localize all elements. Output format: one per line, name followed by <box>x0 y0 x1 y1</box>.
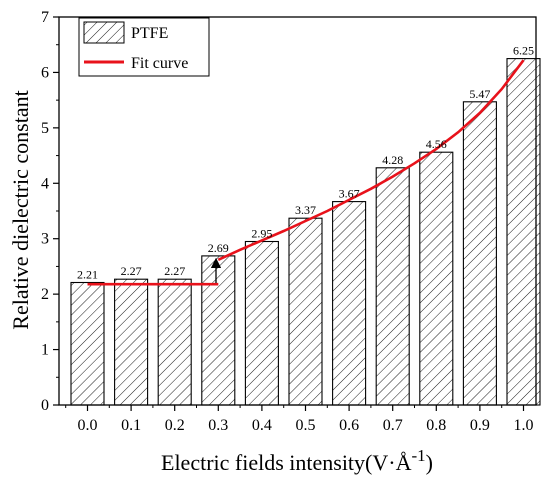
fit-curve-group <box>87 59 525 286</box>
x-axis: 0.0 0.1 0.2 0.3 0.4 0.5 0.6 0.7 0.8 0.9 1.0 <box>65 405 534 434</box>
y-tick-label-6: 6 <box>41 64 49 81</box>
x-tick-label-0.5: 0.5 <box>296 417 316 434</box>
y-tick-label-3: 3 <box>41 231 49 248</box>
x-axis-title-suffix: ) <box>426 450 433 475</box>
bar-0.0 <box>70 281 105 406</box>
x-tick-label-0.9: 0.9 <box>470 417 490 434</box>
x-tick-label-0.3: 0.3 <box>208 417 228 434</box>
y-tick-label-5: 5 <box>41 120 49 137</box>
y-tick-label-0: 0 <box>41 397 49 414</box>
x-axis-title-superscript: -1 <box>411 446 425 465</box>
bar-0.5 <box>288 217 323 406</box>
x-tick-label-0.0: 0.0 <box>78 417 98 434</box>
bar-0.4 <box>244 240 279 406</box>
legend: PTFE Fit curve <box>78 17 210 77</box>
x-tick-label-0.7: 0.7 <box>383 417 403 434</box>
data-label-0.6: 3.67 <box>339 187 360 201</box>
x-tick-label-0.4: 0.4 <box>252 417 272 434</box>
bar-group <box>70 58 541 406</box>
legend-label-fit-curve: Fit curve <box>131 55 188 72</box>
bar-0.3 <box>201 255 236 406</box>
data-label-1.0: 6.25 <box>513 44 534 58</box>
data-label-0.9: 5.47 <box>469 87 490 101</box>
bar-0.1 <box>114 278 149 406</box>
x-tick-label-0.1: 0.1 <box>121 417 141 434</box>
y-tick-label-2: 2 <box>41 286 49 303</box>
data-label-0.8: 4.56 <box>426 137 447 151</box>
y-axis: 0 1 2 3 4 5 6 7 <box>41 9 59 414</box>
bar-0.6 <box>332 201 367 406</box>
data-label-group: 2.21 2.27 2.27 2.69 2.95 3.37 3.67 4.28 4.56 5.47… <box>77 44 534 282</box>
legend-label-ptfe: PTFE <box>131 25 168 42</box>
data-label-0.2: 2.27 <box>164 264 185 278</box>
x-tick-label-0.8: 0.8 <box>426 417 446 434</box>
data-label-0.1: 2.27 <box>121 264 142 278</box>
y-tick-label-4: 4 <box>41 175 49 192</box>
bar-0.8 <box>419 151 454 406</box>
bar-0.2 <box>157 278 192 406</box>
data-label-0.4: 2.95 <box>251 227 272 241</box>
data-label-0.7: 4.28 <box>382 153 403 167</box>
bar-0.9 <box>462 101 497 406</box>
bar-0.7 <box>375 167 410 406</box>
bar-1.0 <box>506 58 541 406</box>
fit-curve-segment-2 <box>217 59 525 261</box>
y-axis-title: Relative dielectric constant <box>8 90 33 329</box>
data-label-0.3: 2.69 <box>208 241 229 255</box>
data-label-0.0: 2.21 <box>77 268 98 282</box>
legend-swatch-ptfe <box>83 21 125 44</box>
y-tick-label-1: 1 <box>41 342 49 359</box>
x-tick-label-0.6: 0.6 <box>339 417 359 434</box>
data-label-0.5: 3.37 <box>295 203 316 217</box>
y-tick-label-7: 7 <box>41 9 49 26</box>
x-tick-label-0.2: 0.2 <box>165 417 185 434</box>
x-axis-title: Electric fields intensity(V·Å-1) <box>161 446 433 475</box>
x-tick-label-1.0: 1.0 <box>514 417 534 434</box>
